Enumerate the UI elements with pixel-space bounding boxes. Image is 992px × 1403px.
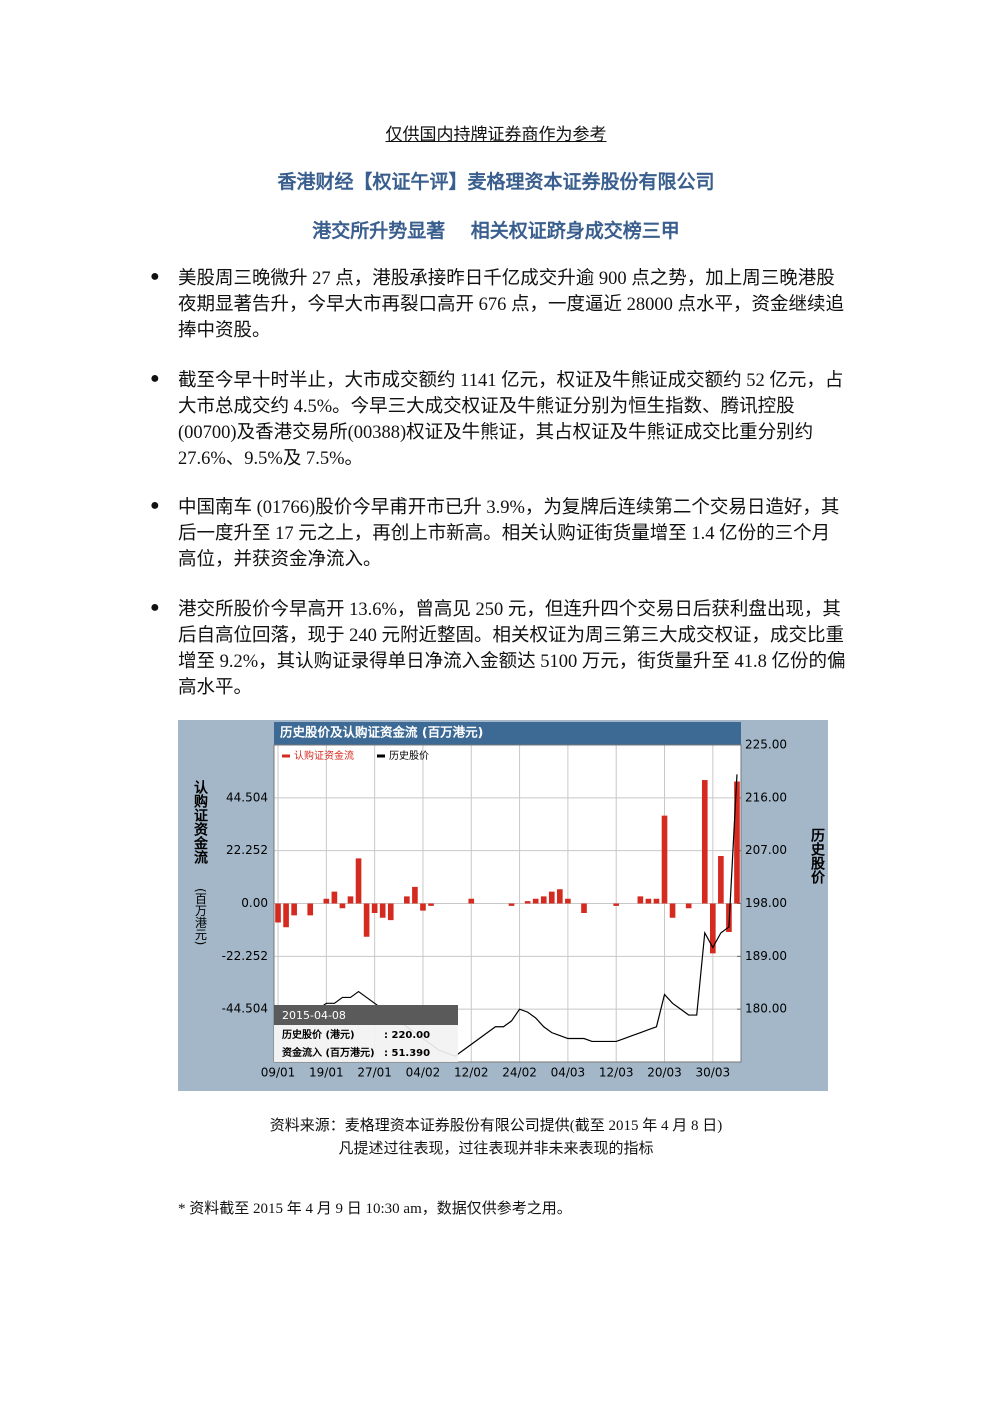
header: 仅供国内持牌证券商作为参考 [385, 125, 607, 144]
y2-tick-label: 216.00 [745, 790, 787, 804]
tooltip-label: 历史股价 (港元) [282, 1028, 355, 1041]
y-axis-label: 认购证资金流 [192, 779, 209, 865]
x-tick-label: 30/03 [696, 1066, 731, 1080]
y-tick-label: -44.504 [222, 1002, 268, 1016]
x-tick-label: 19/01 [309, 1066, 344, 1080]
bar [685, 903, 692, 909]
tooltip-head [274, 1005, 458, 1025]
y-tick-label: 0.00 [241, 896, 268, 910]
legend-label: 历史股价 [389, 750, 429, 762]
y2-tick-label: 180.00 [745, 1002, 787, 1016]
bar [669, 903, 676, 918]
y-tick-label: -22.252 [222, 949, 268, 963]
bar [557, 889, 563, 904]
y-axis-unit: (百万港元) [194, 888, 208, 945]
bar [307, 903, 314, 916]
bullet-dot: ● [150, 268, 160, 285]
y2-tick-label: 189.00 [745, 949, 787, 963]
bar [387, 903, 394, 921]
footnote: * 资料截至 2015 年 4 月 9 日 10:30 am，数据仅供参考之用。 [178, 1201, 572, 1217]
bar [404, 896, 410, 904]
y-tick-label: 44.504 [226, 790, 268, 804]
y-tick-label: 22.252 [226, 843, 268, 857]
bar [283, 903, 289, 928]
y2-axis-label: 历史股价 [809, 828, 825, 885]
plot-border [273, 744, 742, 1063]
chart-title-bar [274, 722, 741, 745]
bar [508, 903, 515, 906]
bar [581, 903, 587, 913]
chart: 历史股价及认购证资金流 (百万港元) 认购证资金流 (百万港元) 历史股价 -4… [178, 720, 828, 1091]
source-line: 资料来源：麦格理资本证券股份有限公司提供(截至 2015 年 4 月 8 日) [269, 1118, 723, 1134]
bullet-text: 中国南车 (01766)股价今早甫开市已升 3.9%，为复牌后连续第二个交易日造… [178, 498, 840, 570]
bar [524, 901, 531, 904]
bar [331, 891, 338, 904]
bar [355, 858, 362, 904]
bullet-dot: ● [150, 370, 160, 387]
bar [710, 903, 716, 954]
tooltip-text: : 220.00 [384, 1030, 430, 1041]
tooltip-text: : 51.390 [384, 1048, 430, 1059]
bar [275, 903, 281, 923]
bar [468, 898, 475, 904]
y2-tick-label: 207.00 [745, 843, 787, 857]
subtitle: 港交所升势显著 相关权证跻身成交榜三甲 [312, 220, 680, 242]
bullet-dot: ● [150, 599, 160, 616]
y2-tick-label: 198.00 [745, 896, 787, 910]
bar [420, 903, 426, 911]
bar [661, 815, 668, 904]
x-tick-label: 04/02 [406, 1066, 441, 1080]
source-line: 凡提述过往表现，过往表现并非未来表现的指标 [338, 1141, 654, 1157]
bar [339, 903, 346, 909]
bar [548, 891, 555, 904]
x-tick-label: 24/02 [502, 1066, 537, 1080]
bar [428, 903, 434, 906]
x-tick-label: 04/03 [551, 1066, 586, 1080]
bullet-dot: ● [150, 497, 160, 514]
bar [653, 898, 660, 904]
legend-label: 认购证资金流 [294, 749, 354, 762]
x-tick-label: 09/01 [261, 1066, 296, 1080]
x-tick-label: 12/03 [599, 1066, 634, 1080]
bar [371, 903, 378, 913]
bullet-text: 美股周三晚微升 27 点，港股承接昨日千亿成交升逾 900 点之势，加上周三晚港… [178, 269, 845, 341]
bar [701, 780, 708, 904]
bar [734, 781, 740, 904]
bar [532, 898, 539, 904]
price-line [278, 774, 738, 1057]
bar [379, 903, 386, 918]
tooltip-body [274, 1025, 458, 1062]
bar [613, 903, 620, 906]
bullet-text: 港交所股价今早高开 13.6%，曾高见 250 元，但连升四个交易日后获利盘出现… [178, 600, 846, 698]
tooltip-label: 资金流入 (百万港元) [282, 1046, 375, 1059]
bar [718, 856, 724, 904]
bar [323, 898, 330, 904]
x-tick-label: 20/03 [647, 1066, 682, 1080]
y2-tick-label: 225.00 [745, 738, 787, 752]
bar [565, 898, 571, 904]
bar [412, 886, 418, 904]
bar [540, 896, 547, 904]
chart-title: 历史股价及认购证资金流 (百万港元) [280, 725, 483, 740]
bar [347, 896, 354, 904]
title: 香港财经【权证午评】麦格理资本证券股份有限公司 [277, 171, 715, 193]
x-tick-label: 27/01 [357, 1066, 392, 1080]
bullet-text: 截至今早十时半止，大市成交额约 1141 亿元，权证及牛熊证成交额约 52 亿元… [178, 371, 844, 469]
tooltip-date: 2015-04-08 [282, 1009, 346, 1022]
bar [637, 896, 644, 904]
x-tick-label: 12/02 [454, 1066, 489, 1080]
bar [363, 903, 370, 937]
bar [291, 903, 297, 916]
bar [645, 898, 652, 904]
